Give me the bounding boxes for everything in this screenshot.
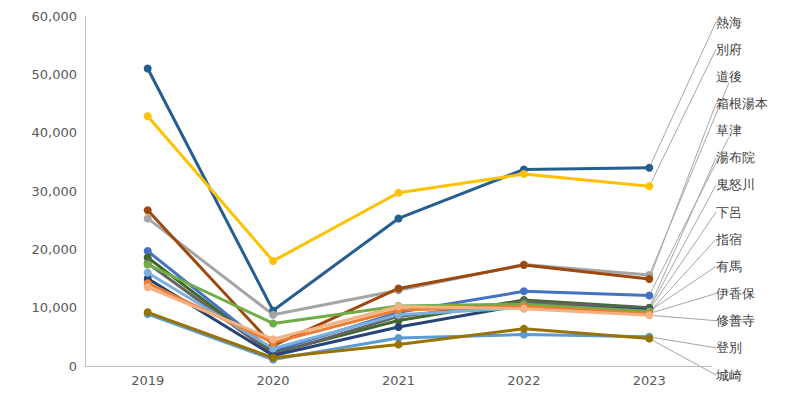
svg-text:熱海: 熱海	[716, 15, 742, 30]
svg-text:2022: 2022	[507, 373, 540, 388]
svg-text:修善寺: 修善寺	[716, 313, 755, 328]
svg-text:伊香保: 伊香保	[716, 286, 755, 301]
svg-text:60,000: 60,000	[32, 9, 78, 24]
svg-text:10,000: 10,000	[32, 300, 78, 315]
svg-text:湯布院: 湯布院	[716, 150, 755, 165]
svg-text:登別: 登別	[716, 340, 742, 355]
svg-text:40,000: 40,000	[32, 125, 78, 140]
svg-text:2019: 2019	[131, 373, 164, 388]
svg-text:別府: 別府	[716, 42, 742, 57]
svg-text:0: 0	[69, 359, 77, 374]
svg-text:2021: 2021	[382, 373, 415, 388]
svg-text:箱根湯本: 箱根湯本	[716, 96, 768, 111]
svg-text:下呂: 下呂	[716, 205, 742, 220]
svg-text:指宿: 指宿	[715, 232, 742, 247]
svg-text:道後: 道後	[716, 69, 742, 84]
svg-text:2020: 2020	[257, 373, 290, 388]
svg-text:有馬: 有馬	[716, 259, 742, 274]
svg-text:20,000: 20,000	[32, 242, 78, 257]
svg-text:30,000: 30,000	[32, 184, 78, 199]
svg-text:鬼怒川: 鬼怒川	[716, 177, 755, 192]
svg-text:2023: 2023	[633, 373, 666, 388]
svg-text:50,000: 50,000	[32, 67, 78, 82]
svg-text:草津: 草津	[716, 123, 742, 138]
svg-text:城崎: 城崎	[715, 368, 742, 383]
